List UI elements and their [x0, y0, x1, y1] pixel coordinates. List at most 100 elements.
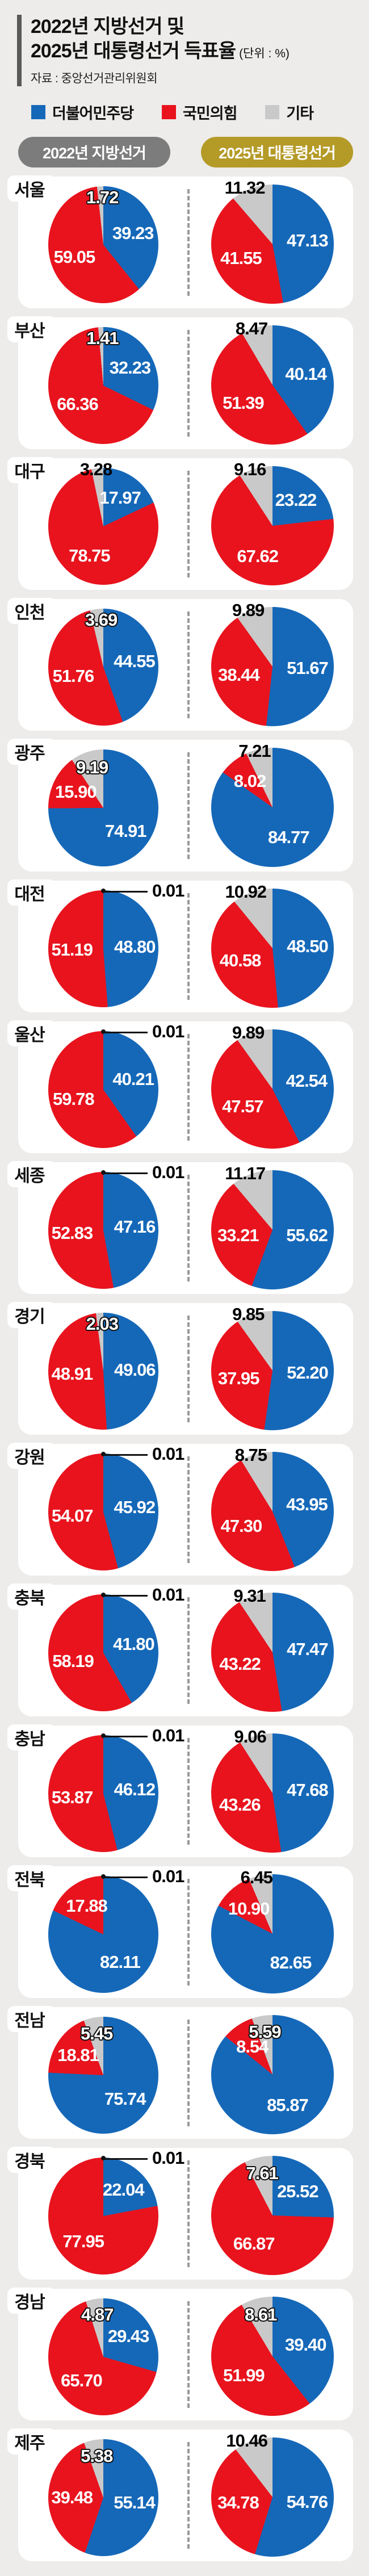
- etc-share-label: 0.01: [152, 2147, 184, 2168]
- region-row-인천: 인천 44.55 51.76 3.69 51.67 38.44 9.89: [7, 597, 353, 731]
- legend-item-etc: 기타: [265, 101, 314, 123]
- ppp-share-label: 51.76: [52, 666, 95, 686]
- ppp-share-label: 34.78: [217, 2493, 259, 2513]
- region-label: 강원: [7, 1442, 52, 1469]
- pie-2022-local-election: 48.80 51.19 0.01: [48, 881, 184, 1007]
- etc-share-label: 11.32: [224, 177, 266, 198]
- dem-share-label: 17.97: [99, 488, 141, 508]
- etc-share-label: 4.87: [81, 2305, 114, 2325]
- region-row-제주: 제주 55.14 39.48 5.38 54.76 34.78 10.46: [7, 2428, 353, 2561]
- legend-label: 기타: [286, 104, 314, 122]
- etc-share-label: 0.01: [152, 1725, 184, 1745]
- region-label: 부산: [7, 316, 52, 342]
- dem-share-label: 47.47: [287, 1639, 329, 1659]
- etc-share-label: 7.21: [238, 740, 271, 761]
- legend: 더불어민주당 국민의힘 기타: [31, 101, 369, 123]
- dem-share-label: 47.16: [114, 1217, 156, 1237]
- row-divider: [187, 1174, 190, 1281]
- region-row-울산: 울산 40.21 59.78 0.01 42.54 47.57 9.89: [7, 1020, 353, 1153]
- pie-2022-local-election: 55.14 39.48 5.38: [48, 2439, 158, 2556]
- ppp-share-label: 51.99: [223, 2365, 265, 2385]
- pie-2025-presidential-election: 82.65 10.90: [211, 1874, 334, 1993]
- region-label: 서울: [7, 175, 52, 202]
- region-label: 충남: [7, 1724, 52, 1750]
- dem-share-label: 46.12: [114, 1779, 156, 1799]
- ppp-share-label: 15.90: [55, 781, 97, 802]
- pie-2025-presidential-election: 23.22 67.62: [211, 466, 334, 585]
- row-divider: [187, 1878, 190, 1986]
- etc-share-label: 2.03: [86, 1313, 119, 1334]
- row-divider: [187, 893, 190, 1000]
- etc-share-label: 5.45: [80, 2023, 113, 2043]
- etc-share-label: 9.31: [233, 1585, 266, 1606]
- etc-share-label: 9.06: [234, 1726, 266, 1746]
- ppp-share-label: 40.58: [219, 950, 262, 971]
- dem-share-label: 51.67: [287, 657, 329, 678]
- pie-2022-local-election: 74.91 15.90 9.19: [48, 749, 158, 866]
- dem-share-label: 48.50: [287, 936, 329, 956]
- row-divider: [187, 611, 190, 718]
- dem-share-label: 49.06: [114, 1359, 156, 1380]
- pie-2022-local-election: 75.74 18.81 5.45: [48, 2016, 158, 2134]
- pie-2025-presidential-election: 25.52 66.87 7.61: [211, 2155, 334, 2275]
- source-note: 자료 : 중앙선거관리위원회: [31, 72, 158, 85]
- dem-share-label: 54.76: [286, 2491, 329, 2512]
- ppp-share-label: 8.54: [236, 2036, 269, 2056]
- dem-share-label: 40.21: [112, 1069, 154, 1089]
- col-2025-pill: 2025년 대통령선거: [201, 136, 353, 167]
- dem-share-label: 85.87: [267, 2095, 309, 2115]
- etc-share-label: 9.89: [232, 1022, 265, 1042]
- row-divider: [187, 2301, 190, 2408]
- etc-share-label: 11.17: [225, 1163, 266, 1183]
- pie-2025-presidential-election: 51.67 38.44: [211, 606, 334, 726]
- ppp-share-label: 78.75: [69, 546, 111, 566]
- ppp-share-label: 67.62: [237, 546, 279, 566]
- pie-2022-local-election: 32.23 66.36 1.41: [48, 326, 158, 444]
- region-row-세종: 세종 47.16 52.83 0.01 55.62 33.21 11.17: [7, 1161, 353, 1294]
- dem-share-label: 52.20: [287, 1362, 329, 1383]
- etc-share-label: 0.01: [152, 1584, 184, 1605]
- title-line2: 2025년 대통령선거 득표율: [31, 40, 236, 62]
- dem-share-label: 47.13: [287, 231, 329, 251]
- callout-line: [103, 1454, 148, 1456]
- region-label: 대전: [7, 879, 52, 906]
- region-row-강원: 강원 45.92 54.07 0.01 43.95 47.30 8.75: [7, 1442, 353, 1576]
- row-divider: [187, 1737, 190, 1845]
- etc-share-label: 10.46: [226, 2430, 268, 2451]
- dem-share-label: 75.74: [104, 2089, 146, 2109]
- ppp-share-label: 17.88: [66, 1895, 108, 1916]
- region-row-광주: 광주 74.91 15.90 9.19 84.77 8.02 7.21: [7, 738, 353, 872]
- ppp-share-label: 41.55: [220, 248, 262, 269]
- ppp-share-label: 47.57: [222, 1096, 264, 1116]
- title-block: 2022년 지방선거 및 2025년 대통령선거 득표율 (단위 : %) 자료 …: [17, 15, 358, 86]
- legend-label: 더불어민주당: [52, 104, 134, 122]
- etc-share-label: 9.16: [233, 459, 266, 479]
- ppp-share-label: 10.90: [228, 1898, 270, 1919]
- pie-2022-local-election: 45.92 54.07 0.01: [48, 1444, 184, 1570]
- callout-line: [103, 1594, 148, 1597]
- dem-share-label: 74.91: [104, 821, 147, 841]
- region-row-대전: 대전 48.80 51.19 0.01 48.50 40.58 10.92: [7, 879, 353, 1012]
- callout-line: [103, 1031, 148, 1033]
- region-row-서울: 서울 39.23 59.05 1.72 47.13 41.55 11.32: [7, 175, 353, 308]
- ppp-share-label: 48.91: [51, 1364, 94, 1384]
- etc-share-label: 0.01: [152, 1866, 184, 1886]
- pie-2025-presidential-election: 47.13 41.55: [211, 184, 334, 304]
- legend-item-ppp: 국민의힘: [162, 101, 237, 123]
- pie-2025-presidential-election: 84.77 8.02: [211, 747, 334, 867]
- pie-2025-presidential-election: 85.87 8.54 5.59: [211, 2014, 334, 2134]
- dem-share-label: 41.80: [113, 1633, 155, 1654]
- etc-share-label: 0.01: [152, 880, 184, 900]
- dem-share-label: 39.40: [284, 2335, 327, 2355]
- ppp-share-label: 66.87: [233, 2234, 275, 2254]
- region-row-부산: 부산 32.23 66.36 1.41 40.14 51.39 8.47: [7, 316, 353, 449]
- pie-2022-local-election: 29.43 65.70 4.87: [48, 2298, 158, 2415]
- ppp-share-label: 53.87: [51, 1787, 94, 1807]
- page-title: 2022년 지방선거 및 2025년 대통령선거 득표율 (단위 : %): [31, 15, 358, 64]
- region-row-전북: 전북 82.11 17.88 0.01 82.65 10.90 6.45: [7, 1865, 353, 1998]
- pie-2025-presidential-election: 54.76 34.78: [211, 2437, 334, 2557]
- region-row-충남: 충남 46.12 53.87 0.01 47.68 43.26 9.06: [7, 1724, 353, 1857]
- pie-2022-local-election: 82.11 17.88 0.01: [48, 1866, 184, 1993]
- ppp-share-label: 66.36: [57, 393, 99, 414]
- etc-share-label: 6.45: [240, 1867, 273, 1887]
